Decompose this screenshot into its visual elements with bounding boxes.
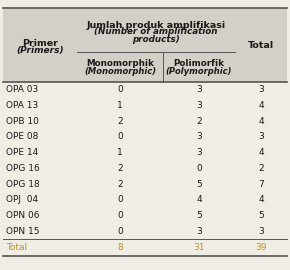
Text: OPA 13: OPA 13 bbox=[6, 101, 38, 110]
Text: 31: 31 bbox=[193, 243, 205, 252]
Text: OPG 18: OPG 18 bbox=[6, 180, 40, 188]
Text: 0: 0 bbox=[117, 211, 123, 220]
Text: 4: 4 bbox=[258, 117, 264, 126]
Text: 8: 8 bbox=[117, 243, 123, 252]
Text: Polimorfik: Polimorfik bbox=[173, 59, 224, 68]
Text: OPG 16: OPG 16 bbox=[6, 164, 40, 173]
Text: 1: 1 bbox=[117, 101, 123, 110]
Text: Primer: Primer bbox=[22, 39, 58, 48]
Text: 4: 4 bbox=[258, 148, 264, 157]
Text: (Number of amplification: (Number of amplification bbox=[94, 28, 218, 36]
Text: 2: 2 bbox=[258, 164, 264, 173]
Bar bbox=[3, 8, 287, 82]
Text: 3: 3 bbox=[258, 227, 264, 236]
Text: 0: 0 bbox=[196, 164, 202, 173]
Text: 3: 3 bbox=[196, 227, 202, 236]
Text: OPE 14: OPE 14 bbox=[6, 148, 38, 157]
Text: Monomorphik: Monomorphik bbox=[86, 59, 154, 68]
Text: 4: 4 bbox=[258, 195, 264, 204]
Text: 3: 3 bbox=[196, 133, 202, 141]
Text: OPA 03: OPA 03 bbox=[6, 85, 38, 94]
Text: OPJ  04: OPJ 04 bbox=[6, 195, 38, 204]
Text: (Primers): (Primers) bbox=[16, 46, 64, 56]
Text: 3: 3 bbox=[258, 133, 264, 141]
Text: 5: 5 bbox=[196, 211, 202, 220]
Text: (Monomorphic): (Monomorphic) bbox=[84, 66, 156, 76]
Text: 3: 3 bbox=[258, 85, 264, 94]
Text: 4: 4 bbox=[258, 101, 264, 110]
Text: 7: 7 bbox=[258, 180, 264, 188]
Text: 0: 0 bbox=[117, 133, 123, 141]
Text: 1: 1 bbox=[117, 148, 123, 157]
Text: 2: 2 bbox=[117, 180, 123, 188]
Text: 39: 39 bbox=[255, 243, 267, 252]
Text: Jumlah produk amplifikasi: Jumlah produk amplifikasi bbox=[86, 21, 226, 29]
Text: 5: 5 bbox=[196, 180, 202, 188]
Text: 5: 5 bbox=[258, 211, 264, 220]
Text: 3: 3 bbox=[196, 85, 202, 94]
Text: 0: 0 bbox=[117, 195, 123, 204]
Text: 0: 0 bbox=[117, 227, 123, 236]
Text: OPE 08: OPE 08 bbox=[6, 133, 38, 141]
Text: OPN 06: OPN 06 bbox=[6, 211, 39, 220]
Text: 3: 3 bbox=[196, 148, 202, 157]
Text: OPN 15: OPN 15 bbox=[6, 227, 39, 236]
Text: Total: Total bbox=[6, 243, 27, 252]
Text: Total: Total bbox=[248, 40, 274, 49]
Text: 2: 2 bbox=[117, 117, 123, 126]
Text: 3: 3 bbox=[196, 101, 202, 110]
Text: (Polymorphic): (Polymorphic) bbox=[166, 66, 232, 76]
Text: 0: 0 bbox=[117, 85, 123, 94]
Text: 4: 4 bbox=[196, 195, 202, 204]
Text: 2: 2 bbox=[196, 117, 202, 126]
Text: products): products) bbox=[132, 35, 180, 43]
Text: 2: 2 bbox=[117, 164, 123, 173]
Text: OPB 10: OPB 10 bbox=[6, 117, 39, 126]
